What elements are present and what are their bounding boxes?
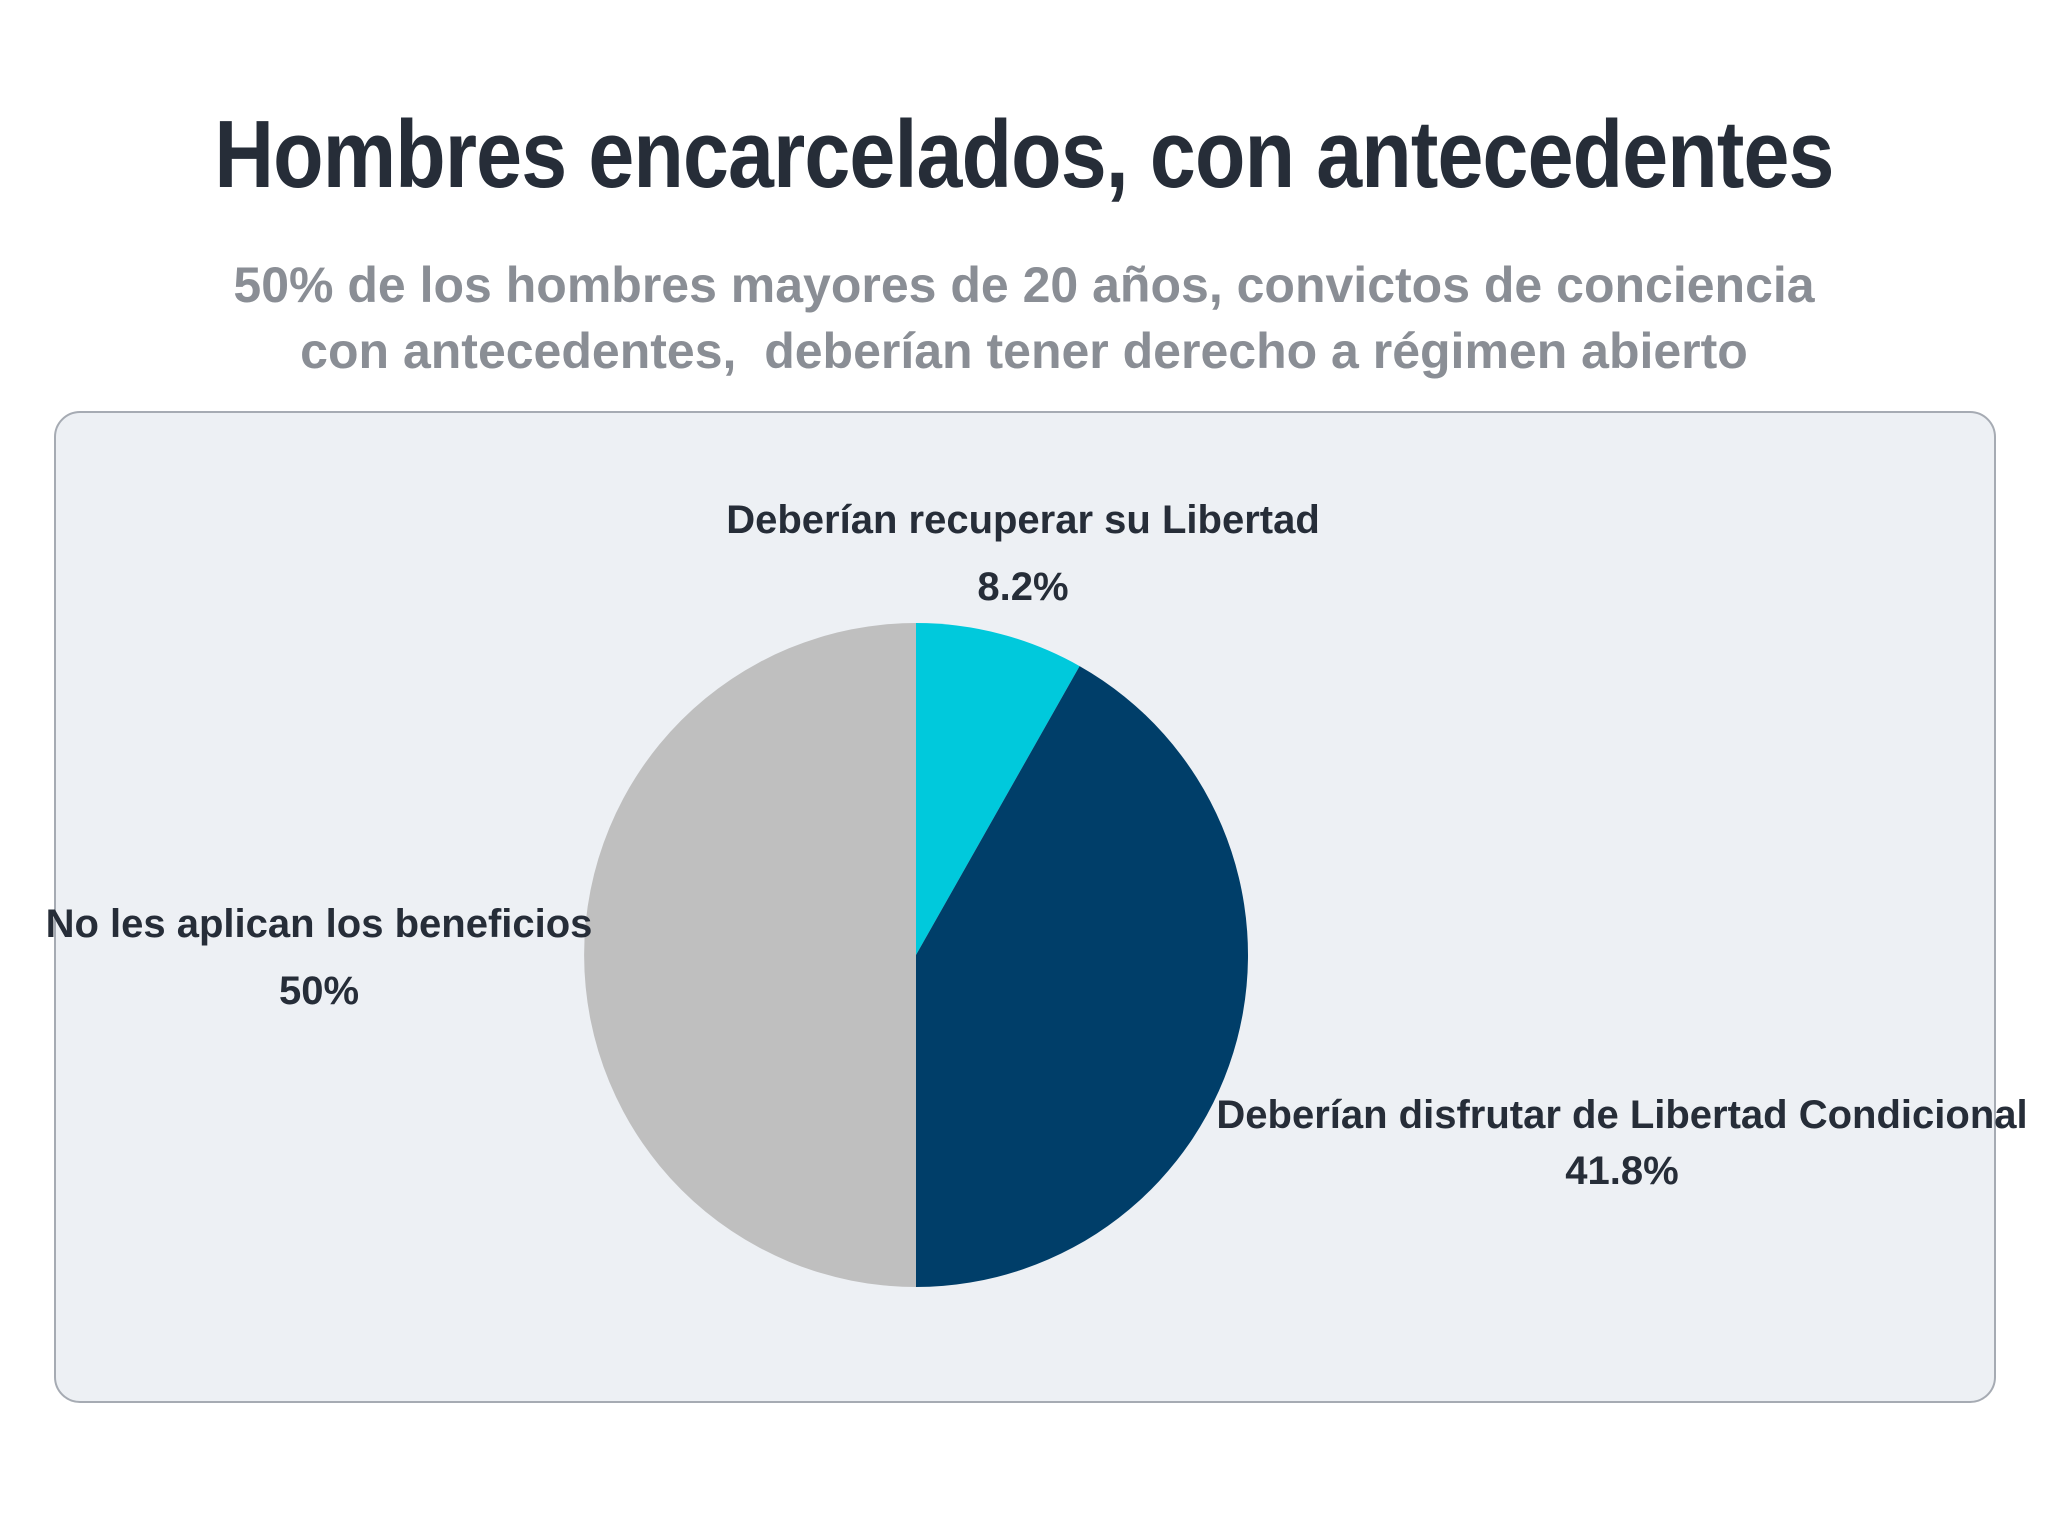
chart-title: Hombres encarcelados, con antecedentes xyxy=(214,101,1834,208)
pie-slices xyxy=(584,623,1249,1287)
chart-subtitle: 50% de los hombres mayores de 20 años, c… xyxy=(0,252,2048,384)
slice-label-recuperar-libertad: Deberían recuperar su Libertad xyxy=(726,498,1320,542)
slice-value-no-aplican-beneficios: 50% xyxy=(279,969,359,1013)
pie-slice-recuperar-libertad xyxy=(916,623,1080,955)
slice-label-libertad-condicional: Deberían disfrutar de Libertad Condicion… xyxy=(1216,1093,2027,1137)
subtitle-line-2: con antecedentes, deberían tener derecho… xyxy=(300,323,1748,379)
pie-slice-no-aplican-beneficios xyxy=(584,623,916,1287)
slice-label-no-aplican-beneficios: No les aplican los beneficios xyxy=(46,902,593,946)
subtitle-line-1: 50% de los hombres mayores de 20 años, c… xyxy=(233,257,1815,313)
slice-value-libertad-condicional: 41.8% xyxy=(1565,1149,1678,1193)
pie-slice-libertad-condicional xyxy=(916,666,1249,1287)
slice-value-recuperar-libertad: 8.2% xyxy=(977,565,1068,609)
